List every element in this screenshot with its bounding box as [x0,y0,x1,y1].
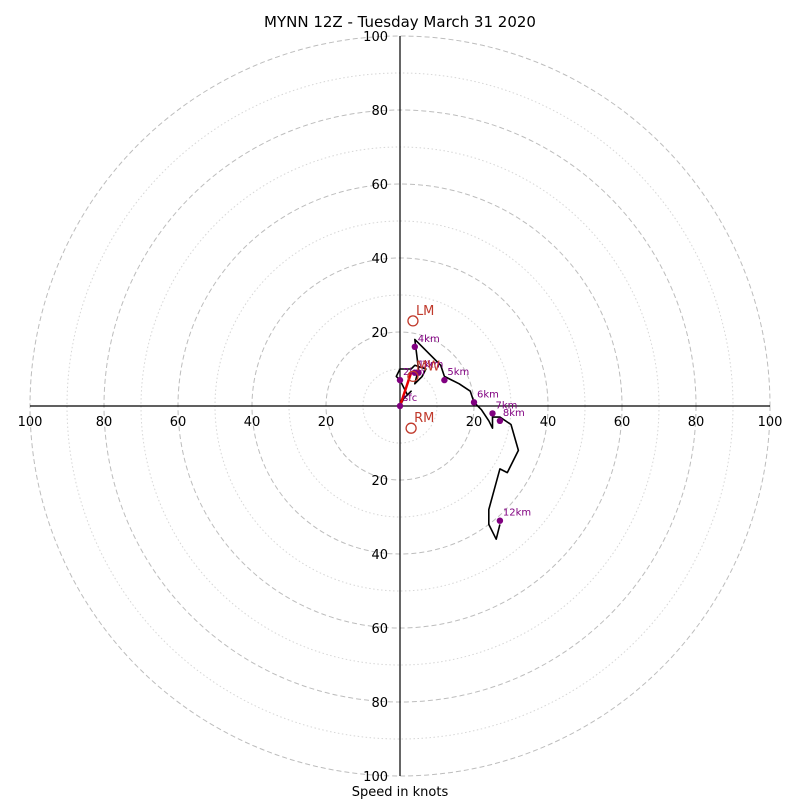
x-tick-label: 80 [96,415,113,430]
height-marker-7km [489,410,496,417]
y-tick-label: 40 [371,252,388,267]
x-tick-label: 40 [540,415,557,430]
height-label-2km: 2km [403,367,425,378]
y-tick-label: 80 [371,104,388,119]
x-tick-label: 40 [244,415,261,430]
shear-vector [398,372,413,407]
height-label-5km: 5km [447,367,469,378]
height-marker-2km [396,376,404,384]
chart-title: MYNN 12Z - Tuesday March 31 2020 [264,13,536,31]
height-label-12km: 12km [503,508,531,519]
y-tick-label: 20 [371,326,388,341]
height-label-6km: 6km [477,389,499,400]
x-tick-label: 100 [18,415,43,430]
height-marker-6km [470,399,478,406]
storm-motion-label-LM: LM [416,304,434,319]
storm-motion-markers: LM MW RM [405,304,440,434]
x-tick-label: 20 [466,415,483,430]
x-axis-label: Speed in knots [352,785,449,800]
storm-motion-label-MW: MW [416,359,440,374]
hodograph-line [395,338,520,541]
y-tick-label: 60 [371,622,388,637]
height-marker-sfc [396,402,404,410]
y-tick-label: 100 [363,30,388,45]
height-marker-12km [496,517,504,524]
height-label-7km: 7km [496,400,518,411]
x-tick-label: 20 [318,415,335,430]
height-marker-5km [441,376,448,384]
tick-labels: 100 80 60 40 20 20 40 60 80 100 100 80 60 40 20 20 40 60 8… [18,30,783,785]
storm-motion-marker-LM [407,315,419,327]
x-tick-label: 100 [758,415,783,430]
y-tick-label: 80 [371,696,388,711]
y-tick-label: 40 [371,548,388,563]
storm-motion-label-RM: RM [414,411,434,426]
y-tick-label: 20 [371,474,388,489]
storm-motion-marker-RM [405,422,417,434]
y-tick-label: 100 [363,770,388,785]
height-label-8km: 8km [503,408,525,419]
x-tick-label: 80 [688,415,705,430]
height-label-3km: 3km [422,360,444,371]
storm-motion-marker-MW [407,370,419,383]
y-tick-label: 60 [371,178,388,193]
x-tick-label: 60 [170,415,187,430]
height-marker-8km [496,417,504,424]
height-label-1km: 1km [418,360,440,371]
hodograph-trace [395,338,520,541]
height-label-4km: 4km [418,334,440,345]
height-marker-4km [411,343,418,350]
height-label-sfc: sfc [403,393,417,404]
x-tick-label: 60 [614,415,631,430]
